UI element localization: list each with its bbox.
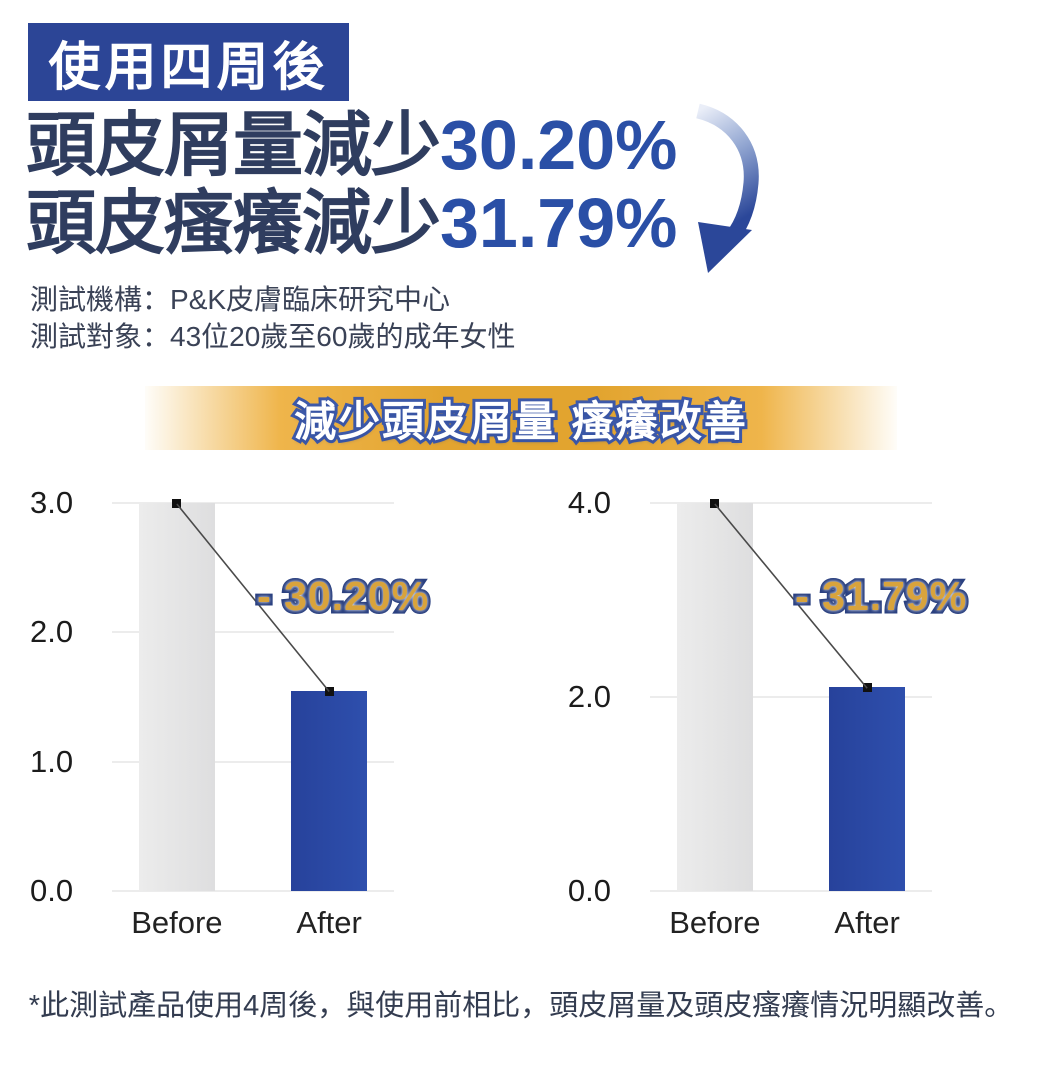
headline-line-2-value: 31.79% [440, 184, 678, 262]
bar-after [291, 690, 368, 891]
y-tick-label: 0.0 [30, 873, 74, 908]
gridline [112, 760, 394, 763]
reduction-label: - 30.20% [254, 570, 432, 623]
headline-line-1-text: 頭皮屑量減少 [26, 106, 441, 184]
test-subjects-row: 測試對象：43位20歲至60歲的成年女性 [30, 318, 515, 355]
duration-badge: 使用四周後 [28, 23, 349, 101]
gridline [112, 890, 394, 892]
chart-plot-area: - 31.79% [650, 499, 970, 892]
gridline [650, 890, 932, 892]
connector-line [714, 503, 868, 689]
gridline [650, 696, 932, 698]
y-tick-label: 2.0 [567, 679, 611, 714]
bar-before [676, 503, 753, 891]
y-tick-label: 2.0 [30, 614, 74, 650]
bar-before [138, 503, 215, 891]
data-point-marker [710, 499, 720, 508]
test-subjects-value: 43位20歲至60歲的成年女性 [170, 321, 516, 352]
data-point-marker [172, 499, 182, 508]
chart-itch-level: - 31.79% 4.0 2.0 0.0 Before After [545, 470, 1037, 948]
headline-line-2: 頭皮瘙癢減少31.79% [26, 184, 677, 262]
chart-plot-area: - 30.20% [112, 499, 432, 892]
gridline [650, 502, 932, 504]
headline-line-1-value: 30.20% [440, 106, 678, 184]
connector-line [176, 503, 330, 693]
headline-line-2-text: 頭皮瘙癢減少 [26, 184, 441, 262]
test-institution-label: 測試機構： [30, 284, 171, 315]
reduction-label: - 31.79% [792, 570, 970, 623]
x-axis-label: After [296, 905, 362, 940]
footnote: *此測試產品使用4周後，與使用前相比，頭皮屑量及頭皮瘙癢情況明顯改善。 [28, 990, 1014, 1022]
gridline [112, 631, 394, 634]
chart-dandruff-amount: - 30.20% 3.0 2.0 1.0 0.0 Before After [30, 470, 515, 948]
y-tick-label: 1.0 [30, 743, 74, 779]
gridline [112, 502, 394, 504]
y-tick-label: 3.0 [30, 485, 74, 520]
headline: 頭皮屑量減少30.20% 頭皮瘙癢減少31.79% [26, 106, 677, 262]
test-institution-row: 測試機構：P&K皮膚臨床研究中心 [30, 281, 515, 318]
headline-line-1: 頭皮屑量減少30.20% [26, 106, 677, 184]
x-axis-label: Before [131, 905, 223, 940]
x-axis-label: Before [669, 905, 761, 940]
gold-banner: 減少頭皮屑量 瘙癢改善 [145, 386, 897, 450]
x-axis-label: After [834, 905, 900, 940]
y-tick-label: 4.0 [567, 485, 611, 520]
test-info: 測試機構：P&K皮膚臨床研究中心 測試對象：43位20歲至60歲的成年女性 [30, 281, 515, 355]
test-institution-value: P&K皮膚臨床研究中心 [170, 284, 451, 315]
y-tick-label: 0.0 [567, 873, 611, 908]
banner-title: 減少頭皮屑量 瘙癢改善 [291, 395, 749, 448]
curved-down-arrow-icon [660, 103, 765, 285]
test-subjects-label: 測試對象： [30, 321, 171, 352]
duration-badge-label: 使用四周後 [48, 38, 329, 97]
bar-after [829, 687, 906, 891]
